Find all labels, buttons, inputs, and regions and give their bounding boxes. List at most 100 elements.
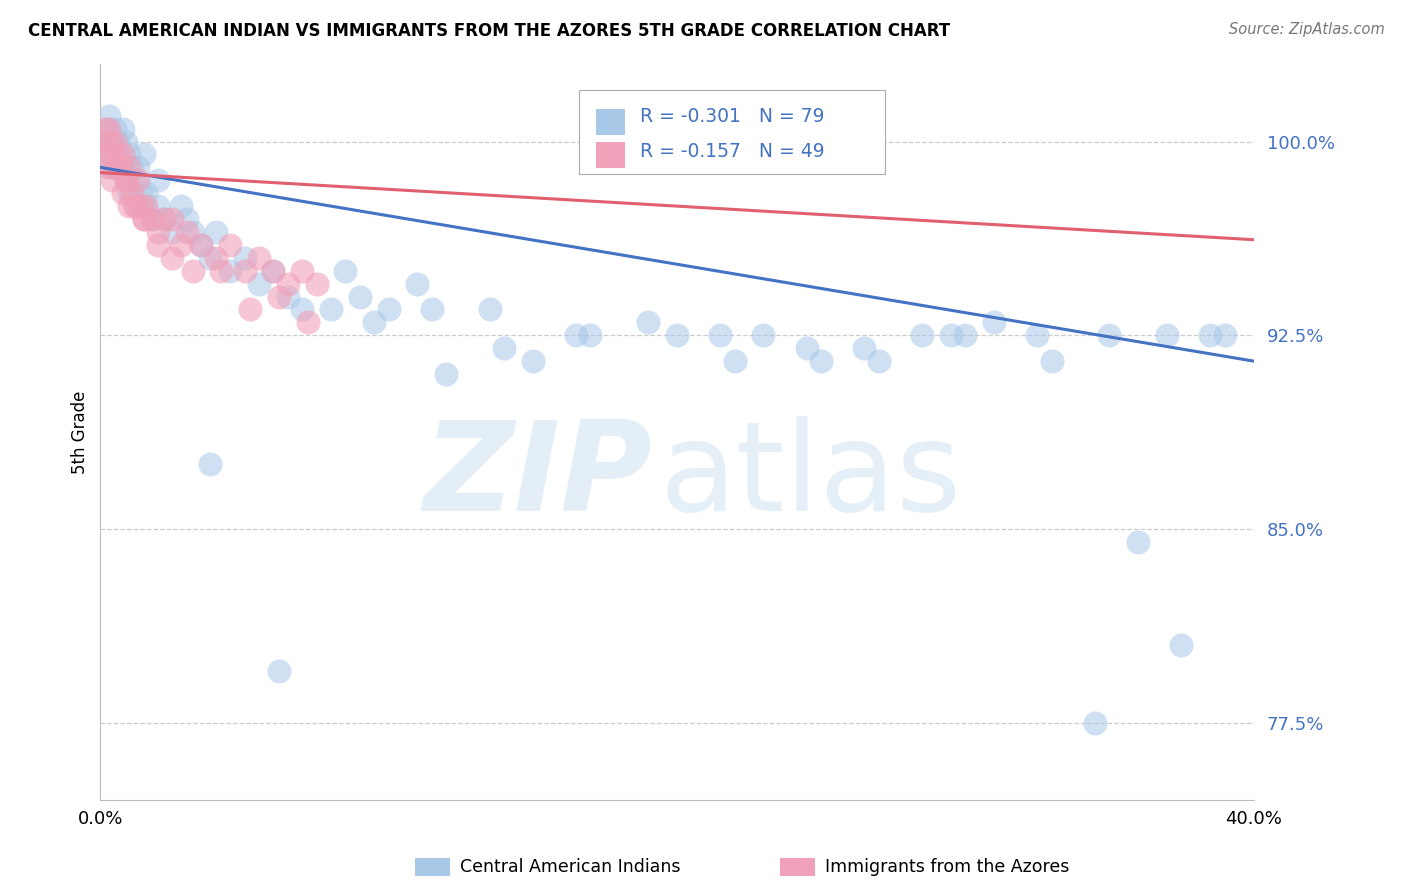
Text: R = -0.301   N = 79: R = -0.301 N = 79 <box>640 107 824 126</box>
Point <box>115 173 138 187</box>
Point <box>1170 638 1192 652</box>
Point <box>190 238 212 252</box>
Point <box>132 199 155 213</box>
Point <box>132 147 155 161</box>
Point <box>107 161 129 175</box>
Point <box>112 121 135 136</box>
Text: ZIP: ZIP <box>423 416 651 537</box>
Point <box>209 263 232 277</box>
Point <box>291 263 314 277</box>
Point <box>377 302 399 317</box>
Point <box>146 199 169 213</box>
Point <box>146 225 169 239</box>
Point <box>135 186 157 201</box>
Point <box>129 199 152 213</box>
Point <box>107 147 129 161</box>
Point <box>96 147 118 161</box>
Point <box>141 212 163 227</box>
Point <box>124 199 146 213</box>
Point <box>162 251 184 265</box>
Point <box>100 135 122 149</box>
Point <box>101 173 124 187</box>
Point <box>94 135 117 149</box>
Point <box>104 135 127 149</box>
Point <box>118 199 141 213</box>
Point <box>124 199 146 213</box>
Point <box>112 147 135 161</box>
Point <box>110 161 132 175</box>
Point <box>94 147 117 161</box>
Point <box>198 251 221 265</box>
Point <box>262 263 284 277</box>
Point <box>115 173 138 187</box>
Text: atlas: atlas <box>659 416 962 537</box>
Point <box>132 212 155 227</box>
Point <box>665 328 688 343</box>
Point <box>115 173 138 187</box>
Point <box>319 302 342 317</box>
Point <box>162 212 184 227</box>
Point <box>204 225 226 239</box>
Point <box>1026 328 1049 343</box>
Point <box>219 263 242 277</box>
Point <box>277 277 299 291</box>
Point <box>406 277 429 291</box>
Point <box>522 354 544 368</box>
Point <box>170 238 193 252</box>
Point <box>93 135 115 149</box>
Point <box>93 121 115 136</box>
Point <box>709 328 731 343</box>
Text: CENTRAL AMERICAN INDIAN VS IMMIGRANTS FROM THE AZORES 5TH GRADE CORRELATION CHAR: CENTRAL AMERICAN INDIAN VS IMMIGRANTS FR… <box>28 22 950 40</box>
Point <box>1156 328 1178 343</box>
Point <box>152 212 174 227</box>
Point <box>434 367 457 381</box>
Point <box>135 199 157 213</box>
Point <box>98 161 121 175</box>
Point <box>955 328 977 343</box>
Point <box>752 328 775 343</box>
Point <box>181 263 204 277</box>
Point <box>796 341 818 355</box>
FancyBboxPatch shape <box>596 143 626 169</box>
Point <box>98 121 121 136</box>
Point <box>190 238 212 252</box>
Point <box>868 354 890 368</box>
Point <box>146 173 169 187</box>
Point <box>723 354 745 368</box>
Point <box>98 109 121 123</box>
Point <box>983 315 1005 329</box>
Point <box>124 173 146 187</box>
Point <box>565 328 588 343</box>
Point <box>810 354 832 368</box>
Point <box>204 251 226 265</box>
Point <box>162 225 184 239</box>
Point <box>146 238 169 252</box>
Point <box>104 121 127 136</box>
Point <box>291 302 314 317</box>
Point <box>420 302 443 317</box>
Point <box>121 186 143 201</box>
Point <box>277 289 299 303</box>
Point <box>305 277 328 291</box>
Point <box>637 315 659 329</box>
Point <box>104 161 127 175</box>
Point <box>100 135 122 149</box>
Point <box>262 263 284 277</box>
Text: Source: ZipAtlas.com: Source: ZipAtlas.com <box>1229 22 1385 37</box>
Y-axis label: 5th Grade: 5th Grade <box>72 391 89 474</box>
Point <box>363 315 385 329</box>
FancyBboxPatch shape <box>596 109 626 135</box>
Point <box>141 212 163 227</box>
Point <box>335 263 357 277</box>
Point <box>118 161 141 175</box>
Point <box>176 212 198 227</box>
Point <box>104 161 127 175</box>
Point <box>127 173 149 187</box>
Point <box>1098 328 1121 343</box>
Point <box>98 161 121 175</box>
Point <box>492 341 515 355</box>
Point <box>233 263 256 277</box>
Point <box>233 251 256 265</box>
Point <box>911 328 934 343</box>
Point <box>96 121 118 136</box>
